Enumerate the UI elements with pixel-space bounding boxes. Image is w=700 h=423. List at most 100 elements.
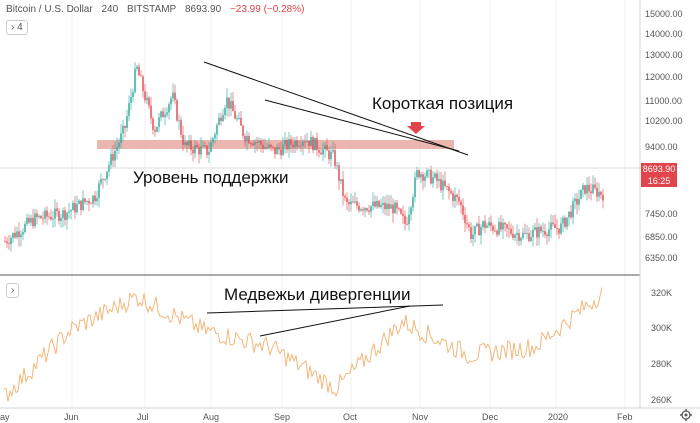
candle	[428, 169, 430, 171]
candle	[578, 198, 580, 205]
candle	[16, 231, 18, 238]
support-band	[97, 140, 454, 149]
candle	[522, 232, 524, 238]
candle	[152, 118, 154, 130]
chart-header: Bitcoin / U.S. Dollar 240 BITSTAMP 8693.…	[6, 4, 310, 15]
price-tick: 11000.00	[645, 96, 682, 106]
candle	[346, 197, 348, 203]
candle	[366, 208, 368, 211]
candle	[330, 151, 332, 160]
candle	[242, 125, 244, 136]
candle	[92, 195, 94, 204]
candle	[274, 147, 276, 155]
candle	[590, 191, 592, 194]
candle	[54, 208, 56, 219]
candle	[456, 194, 458, 197]
candle	[184, 142, 186, 145]
candle	[18, 231, 20, 238]
price-tick: 15000.00	[645, 9, 683, 19]
candle	[336, 165, 338, 167]
candle	[164, 114, 166, 118]
candle	[440, 179, 442, 191]
candle	[248, 135, 250, 144]
interval[interactable]: 240	[101, 4, 119, 15]
candle	[540, 226, 542, 232]
candle	[44, 210, 46, 219]
candle	[332, 150, 334, 152]
candle	[246, 135, 248, 142]
candle	[190, 140, 192, 150]
divergence-line-1	[206, 304, 444, 314]
candle	[588, 184, 590, 192]
candle	[118, 142, 120, 147]
candle	[60, 217, 62, 221]
countdown-tag: 16:25	[641, 175, 677, 187]
candle	[230, 101, 232, 109]
indicator-count: 4	[17, 22, 23, 33]
candle	[476, 223, 478, 227]
candle	[534, 227, 536, 230]
price-tick: 6350.00	[645, 253, 678, 263]
candle	[398, 208, 400, 210]
candle	[262, 144, 264, 149]
candle	[486, 225, 488, 228]
candle	[524, 232, 526, 234]
candle	[376, 200, 378, 207]
gear-icon[interactable]	[680, 409, 692, 421]
candle	[306, 141, 308, 142]
candle	[268, 144, 270, 148]
candle	[158, 117, 160, 127]
candle	[84, 198, 86, 202]
price-tick: 14000.00	[645, 29, 683, 39]
candle	[348, 202, 350, 205]
candle	[538, 226, 540, 238]
candle	[520, 237, 522, 241]
candle	[426, 170, 428, 177]
candle	[154, 129, 156, 132]
candle	[170, 98, 172, 105]
candle	[148, 97, 150, 106]
candle	[98, 183, 100, 199]
candle	[228, 97, 230, 109]
candle	[602, 194, 604, 201]
candle	[196, 145, 198, 148]
candle	[402, 213, 404, 216]
candle	[128, 103, 130, 117]
candle	[334, 150, 336, 167]
candle	[506, 224, 508, 229]
candle	[548, 229, 550, 237]
candle	[8, 243, 10, 245]
price-tick: 7450.00	[645, 209, 678, 219]
candle	[46, 210, 48, 217]
candle	[536, 227, 538, 238]
osc-tick: 260K	[651, 395, 672, 405]
candle	[86, 200, 88, 202]
candle	[498, 222, 500, 235]
candle	[460, 201, 462, 206]
indicators-toggle[interactable]: › 4	[6, 20, 28, 35]
candle	[408, 214, 410, 225]
candle	[42, 218, 44, 220]
price-tick: 6850.00	[645, 232, 678, 242]
candle	[106, 171, 108, 180]
candle	[24, 223, 26, 233]
osc-tick: 320K	[651, 288, 672, 298]
symbol-name[interactable]: Bitcoin / U.S. Dollar	[6, 4, 93, 15]
candle	[364, 208, 366, 211]
candle	[576, 198, 578, 205]
candle	[124, 125, 126, 128]
candle	[352, 201, 354, 203]
candle	[422, 174, 424, 181]
candle	[192, 149, 194, 154]
oscillator-collapse-button[interactable]: ›	[6, 283, 20, 298]
candle	[308, 141, 310, 147]
candle	[472, 234, 474, 239]
candle	[150, 105, 152, 119]
candle	[450, 191, 452, 194]
candle	[394, 202, 396, 214]
trendline-lower	[264, 99, 460, 152]
candle	[560, 223, 562, 234]
candle	[400, 209, 402, 214]
candle	[138, 66, 140, 76]
